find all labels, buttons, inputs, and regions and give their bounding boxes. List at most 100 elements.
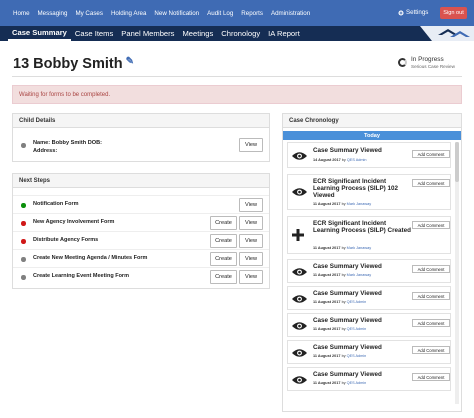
tab-case-summary[interactable]: Case Summary xyxy=(8,26,71,41)
item-author[interactable]: QES Admin xyxy=(346,300,367,304)
item-title: Case Summary Viewed xyxy=(313,317,382,324)
add-comment-button[interactable]: Add Comment xyxy=(412,346,450,354)
edit-icon[interactable]: ✎ xyxy=(125,55,134,67)
signout-button[interactable]: Sign out xyxy=(440,7,467,19)
item-title: Case Summary Viewed xyxy=(313,371,382,378)
create-button[interactable]: Create xyxy=(210,252,237,266)
eye-icon xyxy=(292,268,307,276)
panel-heading: Next Steps xyxy=(13,174,269,188)
status-title: In Progress xyxy=(411,56,444,63)
status-dot xyxy=(21,203,26,208)
settings-link[interactable]: Settings xyxy=(398,9,428,16)
item-by: by xyxy=(341,273,346,277)
step-row: New Agency Involvement Form Create View xyxy=(13,213,269,231)
status-subtitle: Serious Case Review xyxy=(411,64,455,69)
item-by: by xyxy=(341,246,346,250)
item-by: by xyxy=(341,300,346,304)
step-label: Create Learning Event Meeting Form xyxy=(33,273,129,279)
add-comment-button[interactable]: Add Comment xyxy=(412,179,450,187)
item-author[interactable]: Mark Janaway xyxy=(346,246,372,250)
status-dot xyxy=(21,221,26,226)
list-item: Case Summary Viewed 11 August 2017 by QE… xyxy=(287,313,451,337)
eye-icon xyxy=(292,349,307,357)
item-title: Case Summary Viewed xyxy=(313,147,382,154)
item-date: 11 August 2017 xyxy=(313,354,341,358)
item-author[interactable]: Mark Janaway xyxy=(346,202,372,206)
plus-icon xyxy=(292,229,304,241)
eye-icon xyxy=(292,376,307,384)
item-meta: 11 August 2017 by Mark Janaway xyxy=(313,246,371,250)
item-title: ECR Significant Incident Learning Proces… xyxy=(313,220,411,235)
next-steps-panel: Next Steps Notification Form View New Ag… xyxy=(12,173,270,289)
nav-reports[interactable]: Reports xyxy=(241,9,263,17)
alert-banner: Waiting for forms to be completed. xyxy=(12,85,462,104)
tab-meetings[interactable]: Meetings xyxy=(182,29,214,38)
page-title: 13 Bobby Smith ✎ xyxy=(13,55,134,73)
add-comment-button[interactable]: Add Comment xyxy=(412,319,450,327)
item-meta: 11 August 2017 by Mark Janaway xyxy=(313,202,371,206)
nav-audit-log[interactable]: Audit Log xyxy=(207,9,234,17)
nav-administration[interactable]: Administration xyxy=(270,9,311,17)
item-date: 11 August 2017 xyxy=(313,246,341,250)
scrollbar-thumb[interactable] xyxy=(455,142,459,182)
gear-icon xyxy=(398,9,404,16)
step-row: Notification Form View xyxy=(13,195,269,213)
view-button[interactable]: View xyxy=(239,198,263,212)
item-author[interactable]: QES Admin xyxy=(346,354,367,358)
list-item: ECR Significant Incident Learning Proces… xyxy=(287,174,451,210)
item-meta: 11 August 2017 by QES Admin xyxy=(313,300,366,304)
tab-panel-members[interactable]: Panel Members xyxy=(121,29,175,38)
list-item: Case Summary Viewed 11 August 2017 by QE… xyxy=(287,340,451,364)
tab-ia-report[interactable]: IA Report xyxy=(268,29,300,38)
item-by: by xyxy=(341,327,346,331)
create-button[interactable]: Create xyxy=(210,234,237,248)
item-by: by xyxy=(341,202,346,206)
create-button[interactable]: Create xyxy=(210,216,237,230)
item-title: Case Summary Viewed xyxy=(313,263,382,270)
view-button[interactable]: View xyxy=(239,270,263,284)
brand-logo xyxy=(420,26,474,41)
eye-icon xyxy=(292,152,307,160)
item-author[interactable]: QES Admin xyxy=(346,381,367,385)
add-comment-button[interactable]: Add Comment xyxy=(412,265,450,273)
tab-case-items[interactable]: Case Items xyxy=(74,29,114,38)
chronology-scrollbar[interactable] xyxy=(455,142,459,404)
view-button[interactable]: View xyxy=(239,252,263,266)
case-tabs: Case Summary Case Items Panel Members Me… xyxy=(0,26,474,41)
step-row: Create New Meeting Agenda / Minutes Form… xyxy=(13,249,269,267)
child-row: Name: Bobby Smith DOB: Address: View xyxy=(13,132,269,158)
item-author[interactable]: Mark Janaway xyxy=(346,273,372,277)
panel-heading: Child Details xyxy=(13,114,269,128)
nav-messaging[interactable]: Messaging xyxy=(37,9,68,17)
child-name: Name: Bobby Smith DOB: xyxy=(33,140,102,146)
step-label: New Agency Involvement Form xyxy=(33,219,115,225)
nav-my-cases[interactable]: My Cases xyxy=(75,9,103,17)
item-by: by xyxy=(341,158,346,162)
nav-holding-area[interactable]: Holding Area xyxy=(110,9,147,17)
item-meta: 11 August 2017 by QES Admin xyxy=(313,381,366,385)
list-item: Case Summary Viewed 11 August 2017 by Ma… xyxy=(287,259,451,283)
today-bar: Today xyxy=(283,131,461,140)
view-button[interactable]: View xyxy=(239,234,263,248)
view-button[interactable]: View xyxy=(239,216,263,230)
item-meta: 14 August 2017 by QES Admin xyxy=(313,158,367,162)
item-by: by xyxy=(341,381,346,385)
item-author[interactable]: QES Admin xyxy=(346,327,367,331)
add-comment-button[interactable]: Add Comment xyxy=(412,150,450,158)
create-button[interactable]: Create xyxy=(210,270,237,284)
progress-gauge-icon xyxy=(398,58,407,67)
tab-chronology[interactable]: Chronology xyxy=(221,29,261,38)
add-comment-button[interactable]: Add Comment xyxy=(412,292,450,300)
case-title: 13 Bobby Smith xyxy=(13,56,123,72)
child-address: Address: xyxy=(33,148,58,154)
item-meta: 11 August 2017 by QES Admin xyxy=(313,354,366,358)
status-dot xyxy=(21,275,26,280)
nav-home[interactable]: Home xyxy=(13,9,30,17)
add-comment-button[interactable]: Add Comment xyxy=(412,221,450,229)
item-meta: 11 August 2017 by QES Admin xyxy=(313,327,366,331)
view-button[interactable]: View xyxy=(239,138,263,152)
add-comment-button[interactable]: Add Comment xyxy=(412,373,450,381)
item-author[interactable]: QES Admin xyxy=(346,158,367,162)
panel-heading: Case Chronology xyxy=(283,114,461,128)
nav-new-notification[interactable]: New Notification xyxy=(154,9,200,17)
